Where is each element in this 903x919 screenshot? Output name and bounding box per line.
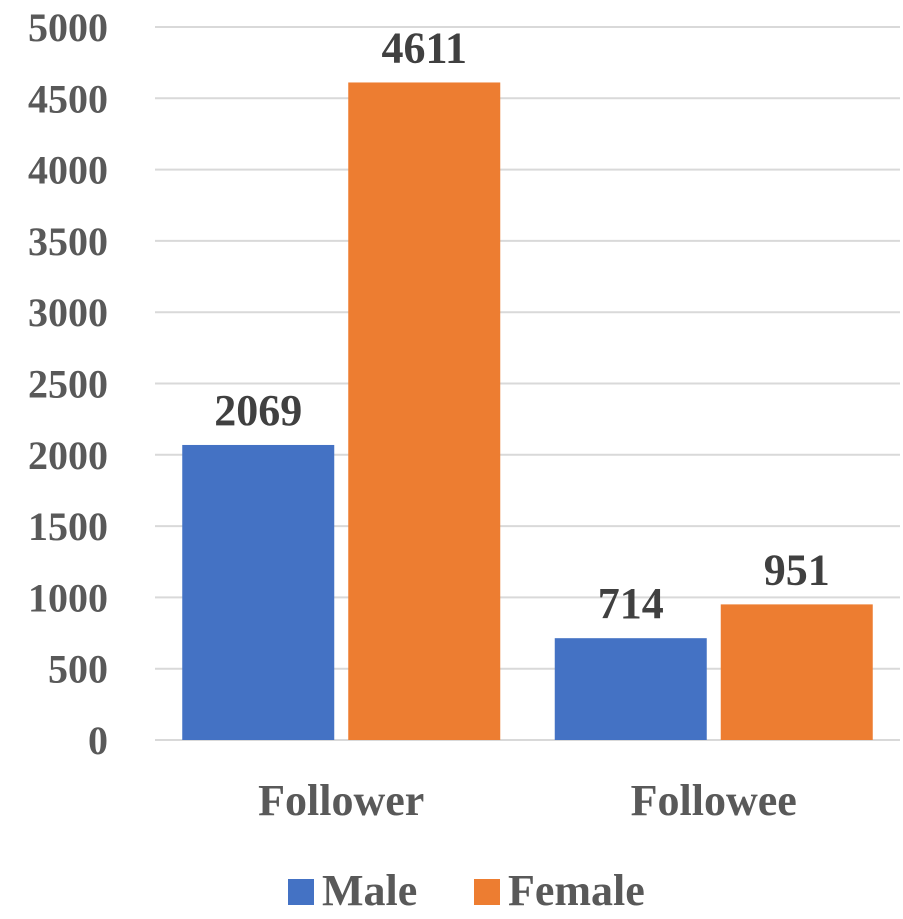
y-tick-label: 2500 <box>28 362 108 407</box>
y-tick-label: 3000 <box>28 290 108 335</box>
y-tick-label: 3500 <box>28 219 108 264</box>
legend: Male Female <box>288 866 645 915</box>
y-tick-label: 5000 <box>28 5 108 50</box>
y-tick-label: 1500 <box>28 504 108 549</box>
legend-swatch-female <box>474 879 500 905</box>
data-label: 2069 <box>214 386 302 435</box>
legend-label-male: Male <box>322 866 417 915</box>
bar-follower-male <box>182 444 335 740</box>
data-labels: 2069 4611 714 951 <box>214 23 830 628</box>
y-axis-ticks: 0 500 1000 1500 2000 2500 3000 3500 4000 4500 5000 <box>28 5 108 763</box>
y-tick-label: 2000 <box>28 433 108 478</box>
x-category-label: Followee <box>631 776 797 825</box>
bars <box>182 82 873 741</box>
y-tick-label: 0 <box>88 718 108 763</box>
legend-label-female: Female <box>508 866 645 915</box>
y-tick-label: 4000 <box>28 148 108 193</box>
data-label: 4611 <box>381 23 467 72</box>
y-tick-label: 4500 <box>28 76 108 121</box>
x-category-label: Follower <box>258 776 424 825</box>
bar-followee-male <box>554 638 707 740</box>
data-label: 714 <box>598 579 664 628</box>
y-tick-label: 1000 <box>28 575 108 620</box>
legend-swatch-male <box>288 879 314 905</box>
data-label: 951 <box>764 545 830 594</box>
y-tick-label: 500 <box>48 647 108 692</box>
x-axis-categories: Follower Followee <box>258 776 797 825</box>
bar-follower-female <box>348 82 501 741</box>
bar-followee-female <box>720 604 873 740</box>
